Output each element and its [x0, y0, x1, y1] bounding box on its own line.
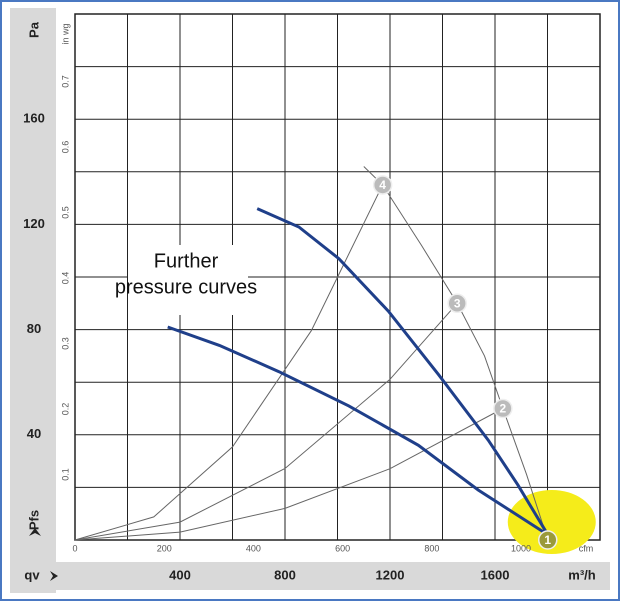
left-band: [10, 8, 56, 593]
x-axis-label: qv: [24, 567, 40, 582]
x-tick-label: 400: [169, 567, 191, 582]
annotation: pressure curves: [115, 276, 257, 298]
x-tick-label: 800: [274, 567, 296, 582]
operating-point: [538, 530, 558, 550]
point-label: 2: [500, 402, 507, 416]
x2-tick-label: 200: [157, 543, 172, 553]
bottom-band: [10, 562, 610, 590]
point-label: 4: [379, 178, 386, 192]
curve: [363, 166, 549, 541]
y2-tick-label: 0.2: [60, 403, 70, 416]
curve: [74, 408, 504, 541]
y2-tick-label: 0.6: [60, 141, 70, 154]
y2-tick-label: 0.7: [60, 75, 70, 88]
y-unit: Pa: [26, 21, 41, 38]
y-axis-label: Pfs: [26, 510, 41, 530]
x2-tick-label: 0: [72, 543, 77, 553]
curve: [74, 302, 458, 541]
operating-point: [447, 293, 467, 314]
y-tick-label: 40: [27, 426, 41, 441]
y-tick-label: 80: [27, 321, 41, 336]
y2-tick-label: 0.3: [60, 337, 70, 350]
y-arrow: [29, 528, 41, 536]
y2-tick-label: 0.1: [60, 468, 70, 481]
marks: 4 3 2 1: [74, 166, 596, 554]
x-tick-label: 1200: [376, 567, 405, 582]
curve: [256, 207, 550, 536]
operating-point: [493, 398, 513, 419]
x2-tick-label: 1000: [511, 543, 531, 553]
y-tick-label: 120: [23, 216, 45, 231]
y-tick-label: 160: [23, 111, 45, 126]
operating-point: [372, 175, 393, 195]
x-unit: m³/h: [568, 567, 596, 582]
annotation: Further: [154, 250, 219, 272]
x2-tick-label: 800: [424, 543, 439, 553]
point-label: 3: [454, 296, 461, 310]
curve: [167, 325, 549, 536]
curve: [74, 184, 384, 541]
annotation-box: [128, 245, 248, 315]
y2-tick-label: 0.5: [60, 206, 70, 219]
y2-tick-label: 0.4: [60, 272, 70, 285]
point-label: 1: [544, 533, 551, 547]
x-arrow: [50, 571, 58, 581]
x2-unit: cfm: [579, 543, 594, 553]
y2-unit: in wg: [60, 23, 70, 44]
x2-tick-label: 600: [335, 543, 350, 553]
x-tick-label: 1600: [481, 567, 510, 582]
x2-tick-label: 400: [246, 543, 261, 553]
